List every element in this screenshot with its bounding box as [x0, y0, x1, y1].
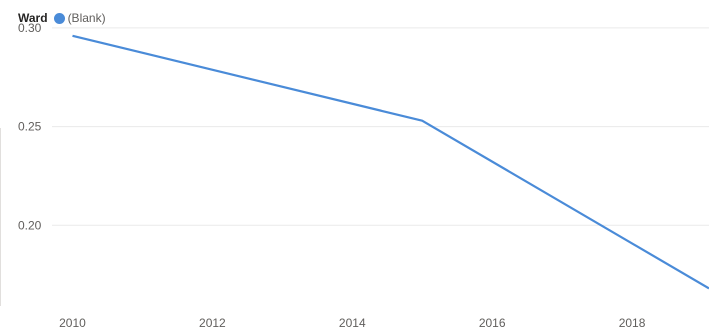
legend-marker-dot — [53, 12, 65, 24]
y-tick-label: 0.25 — [18, 120, 42, 134]
x-tick-label: 2010 — [59, 316, 86, 330]
y-tick-label: 0.20 — [18, 218, 42, 232]
x-tick-label: 2014 — [339, 316, 366, 330]
panel-divider — [0, 128, 1, 306]
x-tick-label: 2016 — [479, 316, 506, 330]
legend-item-blank[interactable]: (Blank) — [53, 11, 106, 25]
legend: Ward (Blank) — [18, 10, 106, 26]
x-tick-label: 2018 — [619, 316, 646, 330]
y-tick-label: 0.30 — [18, 21, 42, 35]
legend-item-label: (Blank) — [67, 11, 106, 25]
x-tick-label: 2012 — [199, 316, 226, 330]
legend-title: Ward — [18, 11, 48, 25]
series-line — [72, 34, 709, 290]
